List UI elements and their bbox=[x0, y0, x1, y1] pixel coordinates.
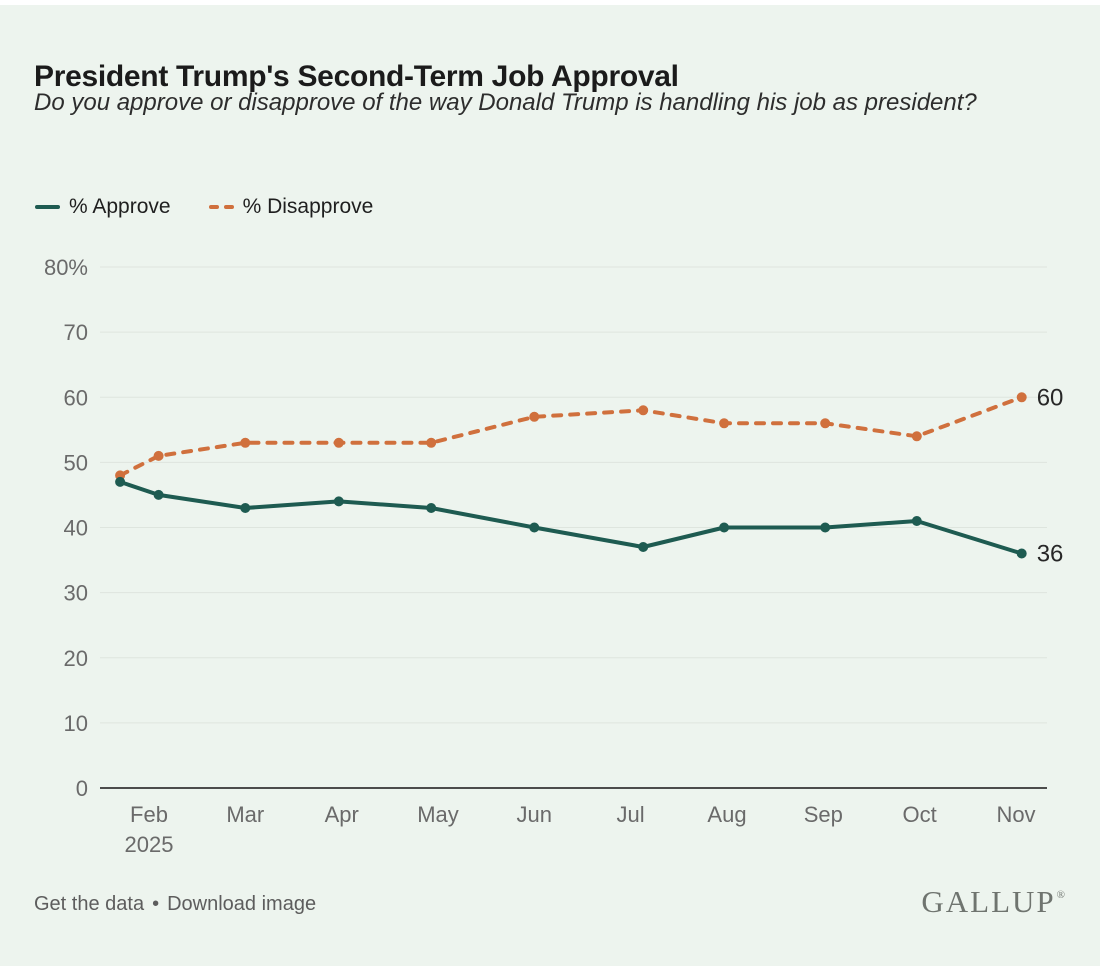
approve-data-point bbox=[240, 503, 251, 513]
approve-data-point bbox=[153, 489, 164, 500]
disapprove-data-point bbox=[529, 411, 540, 422]
x-tick-label: Apr bbox=[325, 802, 359, 827]
x-tick-label: Sep bbox=[804, 802, 843, 827]
y-tick-label: 20 bbox=[64, 646, 88, 671]
chart-legend: % Approve % Disapprove bbox=[35, 195, 373, 219]
x-tick-label: Feb bbox=[130, 802, 168, 827]
legend-label-disapprove: % Disapprove bbox=[242, 195, 374, 218]
x-tick-label: Jun bbox=[517, 802, 552, 827]
approve-data-point bbox=[426, 503, 437, 513]
disapprove-data-point bbox=[911, 431, 922, 442]
footer-separator: • bbox=[152, 893, 160, 915]
x-tick-label: Oct bbox=[902, 802, 936, 827]
y-tick-label: 60 bbox=[64, 385, 88, 410]
disapprove-dashed-line-swatch bbox=[208, 204, 234, 210]
x-tick-label: Jul bbox=[617, 802, 645, 827]
x-axis-year-label: 2025 bbox=[125, 832, 174, 857]
disapprove-line bbox=[118, 395, 1024, 478]
registered-trademark-icon: ® bbox=[1056, 889, 1065, 901]
get-the-data-link[interactable]: Get the data bbox=[34, 893, 145, 915]
download-image-link[interactable]: Download image bbox=[167, 893, 317, 915]
chart-title: President Trump's Second-Term Job Approv… bbox=[34, 60, 679, 94]
y-tick-label: 70 bbox=[64, 320, 88, 345]
top-white-strip bbox=[0, 0, 1100, 5]
approve-data-point bbox=[638, 542, 649, 552]
y-tick-label: 40 bbox=[64, 516, 88, 541]
chart-subtitle: Do you approve or disapprove of the way … bbox=[34, 89, 977, 116]
legend-item-disapprove: % Disapprove bbox=[208, 195, 374, 219]
disapprove-data-point bbox=[153, 450, 164, 461]
y-tick-label: 10 bbox=[64, 711, 88, 736]
end-value-label: 60 bbox=[1037, 384, 1064, 411]
approve-data-point bbox=[911, 516, 922, 526]
y-tick-label: 80% bbox=[44, 255, 88, 280]
disapprove-data-point bbox=[719, 418, 730, 429]
legend-item-approve: % Approve bbox=[35, 195, 171, 219]
gallup-logo: GALLUP® bbox=[921, 884, 1065, 919]
approve-line bbox=[118, 479, 1024, 556]
disapprove-data-point bbox=[1016, 392, 1027, 403]
disapprove-data-point bbox=[240, 437, 251, 448]
approve-data-point bbox=[719, 522, 730, 533]
approve-data-point bbox=[529, 522, 540, 533]
footer-links: Get the data • Download image bbox=[34, 893, 316, 916]
approve-data-point bbox=[115, 476, 126, 487]
approve-solid-line-swatch bbox=[35, 204, 60, 210]
disapprove-data-point bbox=[426, 437, 437, 448]
x-tick-label: May bbox=[417, 802, 459, 827]
y-tick-label: 0 bbox=[76, 776, 88, 801]
disapprove-data-point bbox=[333, 437, 344, 448]
approve-data-point bbox=[1016, 548, 1027, 559]
disapprove-data-point bbox=[820, 418, 831, 429]
end-value-label: 36 bbox=[1037, 541, 1064, 568]
y-tick-label: 30 bbox=[64, 581, 88, 606]
x-tick-label: Mar bbox=[226, 802, 264, 827]
x-tick-label: Nov bbox=[996, 802, 1035, 827]
legend-label-approve: % Approve bbox=[69, 195, 171, 218]
x-tick-label: Aug bbox=[707, 802, 746, 827]
disapprove-data-point bbox=[638, 405, 649, 416]
y-tick-label: 50 bbox=[64, 450, 88, 475]
approve-data-point bbox=[333, 496, 344, 507]
approve-data-point bbox=[820, 522, 831, 533]
